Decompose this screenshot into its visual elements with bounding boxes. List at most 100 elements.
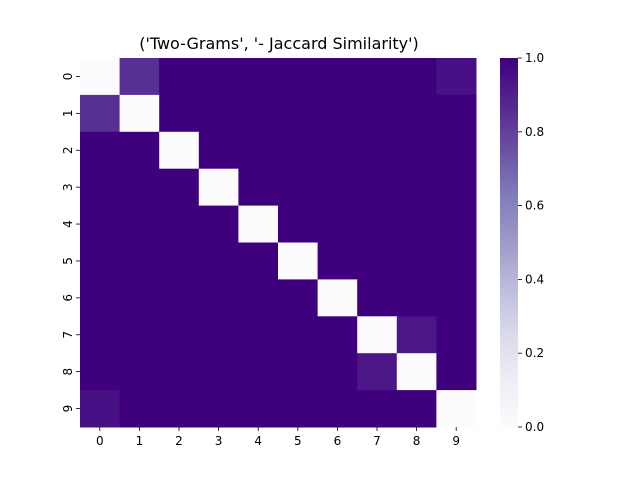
cell-7-1 <box>119 316 160 354</box>
cell-5-4 <box>238 242 279 280</box>
cell-8-7 <box>357 353 398 391</box>
cell-2-9 <box>436 131 477 170</box>
cell-7-5 <box>278 316 319 354</box>
cell-8-2 <box>159 353 200 391</box>
cell-1-3 <box>198 94 239 133</box>
cell-2-2 <box>159 131 200 170</box>
x-tick-label: 7 <box>373 434 381 448</box>
colorbar-tick-label: 0.2 <box>525 346 544 360</box>
cell-2-1 <box>119 131 160 170</box>
cell-0-9 <box>436 58 477 96</box>
x-tick-label: 8 <box>413 434 421 448</box>
cell-9-5 <box>278 390 319 428</box>
cell-0-8 <box>396 58 437 96</box>
cell-7-2 <box>159 316 200 354</box>
cell-6-8 <box>396 279 437 317</box>
cell-4-0 <box>80 205 121 243</box>
cell-6-0 <box>80 279 121 317</box>
cell-2-6 <box>317 131 358 170</box>
cell-8-0 <box>80 353 121 391</box>
cell-0-2 <box>159 58 200 96</box>
cell-9-4 <box>238 390 279 428</box>
cell-0-4 <box>238 58 279 96</box>
cell-9-9 <box>436 390 477 428</box>
chart-title: ('Two-Grams', '- Jaccard Similarity') <box>139 34 419 53</box>
cell-7-7 <box>357 316 398 354</box>
colorbar <box>500 58 518 427</box>
x-axis-ticks: 0 1 2 3 4 5 6 7 8 9 <box>96 427 460 448</box>
cell-9-1 <box>119 390 160 428</box>
cell-5-6 <box>317 242 358 280</box>
colorbar-tick-label: 1.0 <box>525 51 544 65</box>
x-tick-label: 6 <box>334 434 342 448</box>
x-tick-label: 1 <box>136 434 144 448</box>
cell-6-7 <box>357 279 398 317</box>
y-tick-label: 0 <box>61 73 75 81</box>
cell-6-9 <box>436 279 477 317</box>
y-tick-label: 3 <box>61 183 75 191</box>
cell-3-8 <box>396 168 437 207</box>
cell-0-6 <box>317 58 358 96</box>
cell-1-0 <box>80 94 121 133</box>
y-tick-label: 4 <box>61 220 75 228</box>
cell-3-6 <box>317 168 358 207</box>
cell-3-2 <box>159 168 200 207</box>
cell-5-0 <box>80 242 121 280</box>
cell-4-8 <box>396 205 437 243</box>
cell-4-6 <box>317 205 358 243</box>
cell-8-3 <box>198 353 239 391</box>
y-tick-label: 2 <box>61 146 75 154</box>
cell-4-7 <box>357 205 398 243</box>
cell-8-1 <box>119 353 160 391</box>
cell-9-6 <box>317 390 358 428</box>
cell-7-6 <box>317 316 358 354</box>
cell-1-2 <box>159 94 200 133</box>
cell-3-7 <box>357 168 398 207</box>
y-tick-label: 1 <box>61 110 75 118</box>
cell-1-8 <box>396 94 437 133</box>
cell-5-9 <box>436 242 477 280</box>
cell-8-5 <box>278 353 319 391</box>
y-tick-label: 5 <box>61 257 75 265</box>
cell-2-0 <box>80 131 121 170</box>
cell-3-5 <box>278 168 319 207</box>
cell-6-1 <box>119 279 160 317</box>
cell-3-0 <box>80 168 121 207</box>
cell-2-4 <box>238 131 279 170</box>
cell-7-3 <box>198 316 239 354</box>
cell-1-4 <box>238 94 279 133</box>
cell-1-5 <box>278 94 319 133</box>
cell-6-5 <box>278 279 319 317</box>
cell-1-6 <box>317 94 358 133</box>
cell-9-0 <box>80 390 121 428</box>
cell-9-8 <box>396 390 437 428</box>
x-tick-label: 0 <box>96 434 104 448</box>
cell-2-3 <box>198 131 239 170</box>
cell-6-4 <box>238 279 279 317</box>
y-axis-ticks: 0 1 2 3 4 5 6 7 8 9 <box>61 73 80 413</box>
cell-6-2 <box>159 279 200 317</box>
y-tick-label: 9 <box>61 405 75 413</box>
y-tick-label: 7 <box>61 331 75 339</box>
cell-9-2 <box>159 390 200 428</box>
cell-3-3 <box>198 168 239 207</box>
cell-0-0 <box>80 58 121 96</box>
x-tick-label: 4 <box>254 434 262 448</box>
cell-2-8 <box>396 131 437 170</box>
cell-7-8 <box>396 316 437 354</box>
x-tick-label: 9 <box>452 434 460 448</box>
colorbar-tick-label: 0.6 <box>525 199 544 213</box>
cell-8-4 <box>238 353 279 391</box>
cell-7-9 <box>436 316 477 354</box>
cell-4-1 <box>119 205 160 243</box>
cell-7-4 <box>238 316 279 354</box>
cell-4-9 <box>436 205 477 243</box>
cell-4-3 <box>198 205 239 243</box>
colorbar-ticks: 0.0 0.2 0.4 0.6 0.8 1.0 <box>518 51 544 434</box>
cell-3-9 <box>436 168 477 207</box>
y-tick-label: 6 <box>61 294 75 302</box>
cell-5-3 <box>198 242 239 280</box>
cell-0-3 <box>198 58 239 96</box>
colorbar-tick-label: 0.4 <box>525 272 544 286</box>
